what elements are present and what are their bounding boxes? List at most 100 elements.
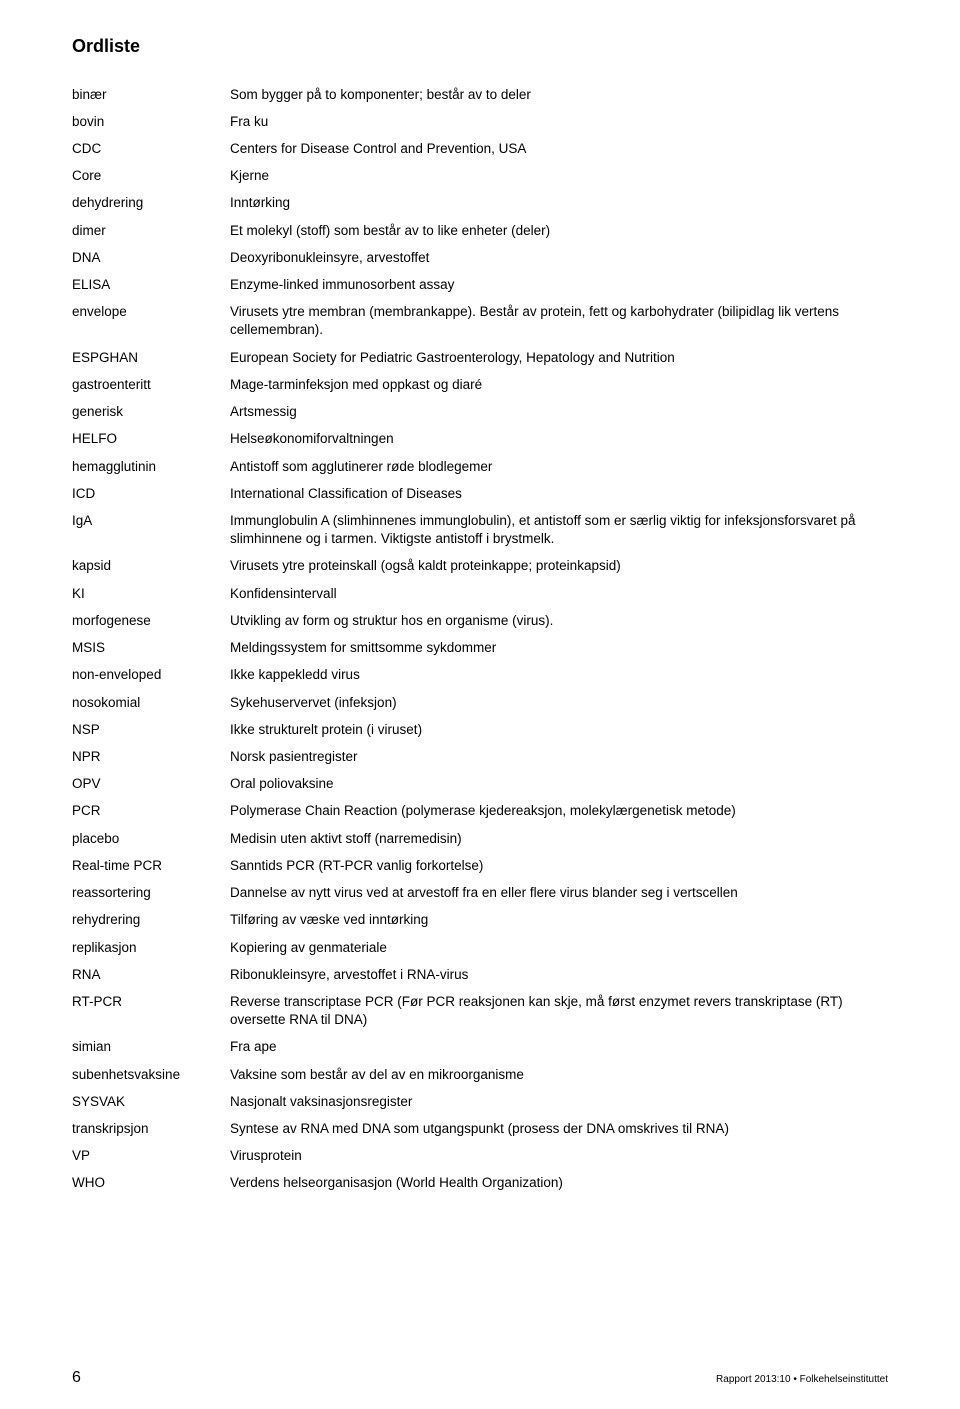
glossary-row: ELISAEnzyme-linked immunosorbent assay (72, 272, 888, 299)
glossary-row: SYSVAKNasjonalt vaksinasjonsregister (72, 1088, 888, 1115)
glossary-row: WHOVerdens helseorganisasjon (World Heal… (72, 1170, 888, 1197)
glossary-row: placeboMedisin uten aktivt stoff (narrem… (72, 825, 888, 852)
glossary-term: SYSVAK (72, 1088, 230, 1115)
glossary-term: envelope (72, 299, 230, 344)
glossary-row: Real-time PCRSanntids PCR (RT-PCR vanlig… (72, 852, 888, 879)
footer-text: Rapport 2013:10 • Folkehelseinstituttet (716, 1374, 888, 1385)
glossary-definition: Ikke kappekledd virus (230, 662, 888, 689)
glossary-definition: Artsmessig (230, 399, 888, 426)
glossary-term: NPR (72, 743, 230, 770)
glossary-definition: Antistoff som agglutinerer røde blodlege… (230, 453, 888, 480)
glossary-row: bovinFra ku (72, 108, 888, 135)
glossary-row: kapsidVirusets ytre proteinskall (også k… (72, 553, 888, 580)
glossary-definition: Oral poliovaksine (230, 771, 888, 798)
glossary-definition: Tilføring av væske ved inntørking (230, 907, 888, 934)
glossary-row: CDCCenters for Disease Control and Preve… (72, 135, 888, 162)
glossary-term: MSIS (72, 635, 230, 662)
glossary-definition: Fra ape (230, 1034, 888, 1061)
glossary-definition: Ribonukleinsyre, arvestoffet i RNA-virus (230, 961, 888, 988)
glossary-row: CoreKjerne (72, 163, 888, 190)
glossary-term: WHO (72, 1170, 230, 1197)
glossary-definition: Deoxyribonukleinsyre, arvestoffet (230, 244, 888, 271)
glossary-definition: Syntese av RNA med DNA som utgangspunkt … (230, 1116, 888, 1143)
glossary-term: hemagglutinin (72, 453, 230, 480)
glossary-term: RNA (72, 961, 230, 988)
glossary-definition: Virusets ytre membran (membrankappe). Be… (230, 299, 888, 344)
glossary-definition: Kjerne (230, 163, 888, 190)
glossary-definition: European Society for Pediatric Gastroent… (230, 344, 888, 371)
page-footer: 6 Rapport 2013:10 • Folkehelseinstitutte… (72, 1369, 888, 1387)
glossary-definition: Sanntids PCR (RT-PCR vanlig forkortelse) (230, 852, 888, 879)
glossary-row: DNADeoxyribonukleinsyre, arvestoffet (72, 244, 888, 271)
glossary-definition: Reverse transcriptase PCR (Før PCR reaks… (230, 988, 888, 1033)
glossary-term: placebo (72, 825, 230, 852)
glossary-row: gastroenterittMage-tarminfeksjon med opp… (72, 371, 888, 398)
glossary-definition: Kopiering av genmateriale (230, 934, 888, 961)
glossary-term: subenhetsvaksine (72, 1061, 230, 1088)
glossary-term: OPV (72, 771, 230, 798)
glossary-row: RT-PCRReverse transcriptase PCR (Før PCR… (72, 988, 888, 1033)
glossary-term: dehydrering (72, 190, 230, 217)
glossary-term: binær (72, 81, 230, 108)
glossary-row: envelopeVirusets ytre membran (membranka… (72, 299, 888, 344)
glossary-definition: Centers for Disease Control and Preventi… (230, 135, 888, 162)
glossary-term: reassortering (72, 880, 230, 907)
glossary-term: morfogenese (72, 607, 230, 634)
glossary-term: gastroenteritt (72, 371, 230, 398)
glossary-definition: Immunglobulin A (slimhinnenes immunglobu… (230, 508, 888, 553)
glossary-term: ICD (72, 480, 230, 507)
glossary-definition: Norsk pasientregister (230, 743, 888, 770)
glossary-definition: Helseøkonomiforvaltningen (230, 426, 888, 453)
glossary-definition: Polymerase Chain Reaction (polymerase kj… (230, 798, 888, 825)
glossary-row: replikasjonKopiering av genmateriale (72, 934, 888, 961)
glossary-row: binærSom bygger på to komponenter; bestå… (72, 81, 888, 108)
glossary-definition: Mage-tarminfeksjon med oppkast og diaré (230, 371, 888, 398)
glossary-term: nosokomial (72, 689, 230, 716)
glossary-row: simianFra ape (72, 1034, 888, 1061)
glossary-table: binærSom bygger på to komponenter; bestå… (72, 81, 888, 1197)
page-number: 6 (72, 1369, 81, 1387)
glossary-term: ELISA (72, 272, 230, 299)
glossary-term: Core (72, 163, 230, 190)
glossary-term: transkripsjon (72, 1116, 230, 1143)
glossary-definition: Utvikling av form og struktur hos en org… (230, 607, 888, 634)
glossary-definition: Virusprotein (230, 1143, 888, 1170)
glossary-term: HELFO (72, 426, 230, 453)
glossary-definition: Inntørking (230, 190, 888, 217)
glossary-term: simian (72, 1034, 230, 1061)
page-title: Ordliste (72, 36, 888, 57)
glossary-row: reassorteringDannelse av nytt virus ved … (72, 880, 888, 907)
glossary-term: Real-time PCR (72, 852, 230, 879)
glossary-row: dehydreringInntørking (72, 190, 888, 217)
glossary-term: generisk (72, 399, 230, 426)
glossary-term: RT-PCR (72, 988, 230, 1033)
glossary-row: NSPIkke strukturelt protein (i viruset) (72, 716, 888, 743)
glossary-term: non-enveloped (72, 662, 230, 689)
glossary-row: IgAImmunglobulin A (slimhinnenes immungl… (72, 508, 888, 553)
glossary-row: OPVOral poliovaksine (72, 771, 888, 798)
glossary-term: DNA (72, 244, 230, 271)
glossary-row: rehydreringTilføring av væske ved inntør… (72, 907, 888, 934)
glossary-row: ESPGHANEuropean Society for Pediatric Ga… (72, 344, 888, 371)
glossary-definition: Sykehuservervet (infeksjon) (230, 689, 888, 716)
glossary-definition: Dannelse av nytt virus ved at arvestoff … (230, 880, 888, 907)
glossary-term: replikasjon (72, 934, 230, 961)
glossary-definition: Verdens helseorganisasjon (World Health … (230, 1170, 888, 1197)
glossary-term: PCR (72, 798, 230, 825)
glossary-row: morfogeneseUtvikling av form og struktur… (72, 607, 888, 634)
glossary-term: IgA (72, 508, 230, 553)
glossary-row: non-envelopedIkke kappekledd virus (72, 662, 888, 689)
glossary-definition: Som bygger på to komponenter; består av … (230, 81, 888, 108)
glossary-row: NPRNorsk pasientregister (72, 743, 888, 770)
glossary-definition: Ikke strukturelt protein (i viruset) (230, 716, 888, 743)
glossary-row: VPVirusprotein (72, 1143, 888, 1170)
glossary-row: ICDInternational Classification of Disea… (72, 480, 888, 507)
glossary-definition: Et molekyl (stoff) som består av to like… (230, 217, 888, 244)
glossary-row: PCRPolymerase Chain Reaction (polymerase… (72, 798, 888, 825)
glossary-term: bovin (72, 108, 230, 135)
glossary-term: kapsid (72, 553, 230, 580)
glossary-row: hemagglutininAntistoff som agglutinerer … (72, 453, 888, 480)
glossary-row: HELFOHelseøkonomiforvaltningen (72, 426, 888, 453)
glossary-row: subenhetsvaksineVaksine som består av de… (72, 1061, 888, 1088)
glossary-term: rehydrering (72, 907, 230, 934)
